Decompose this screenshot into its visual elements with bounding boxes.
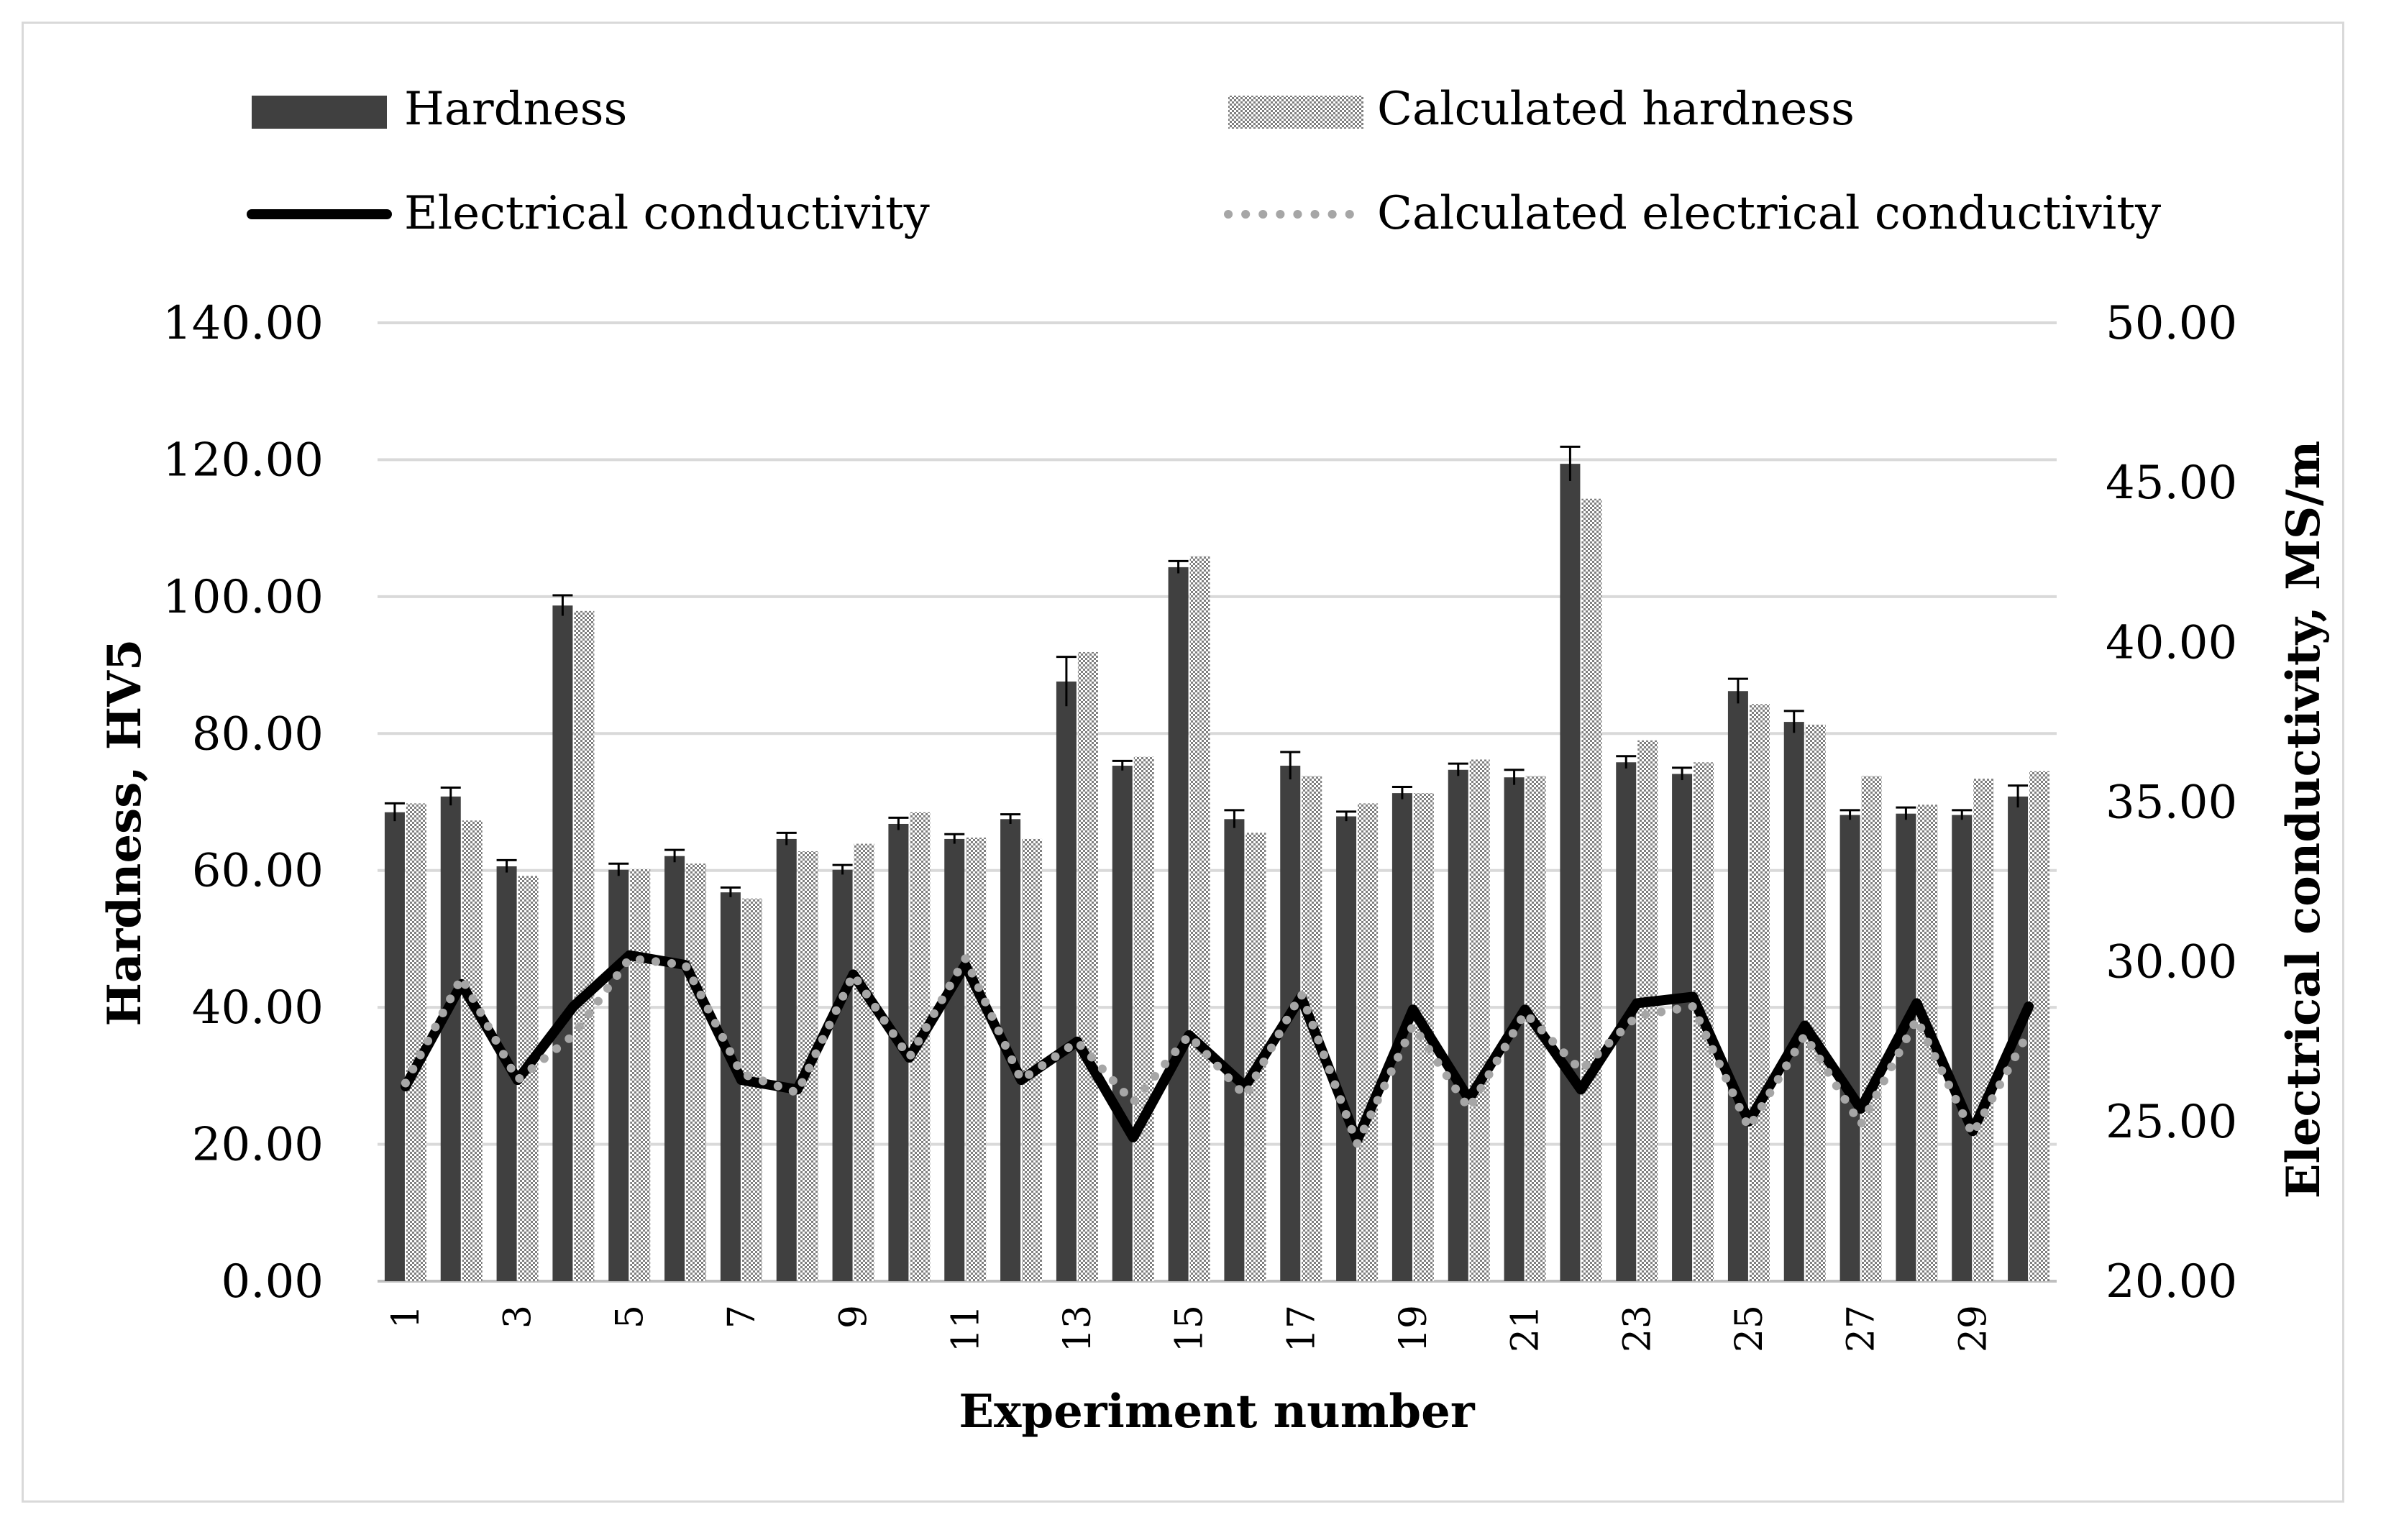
bars bbox=[384, 445, 2050, 1282]
legend: Hardness Calculated hardness Electrical … bbox=[247, 83, 2161, 240]
y-axis-title: Hardness, HV5 bbox=[98, 639, 152, 1027]
bar-hardness bbox=[1783, 722, 1804, 1281]
bar-calculated-hardness bbox=[1805, 724, 1826, 1281]
bar-hardness bbox=[664, 856, 685, 1281]
bar-calculated-hardness bbox=[686, 863, 707, 1281]
bar-calculated-hardness bbox=[630, 868, 651, 1281]
axis-labels: 0.0020.0040.0060.0080.00100.00120.00140.… bbox=[163, 297, 2237, 1352]
x-tick-label: 13 bbox=[1056, 1305, 1100, 1352]
legend-label-hardness: Hardness bbox=[404, 83, 627, 136]
bar-hardness bbox=[608, 869, 629, 1281]
lines bbox=[400, 949, 2034, 1155]
bar-hardness bbox=[1168, 567, 1189, 1281]
y2-axis-title: Electrical conductivity, MS/m bbox=[2277, 441, 2331, 1199]
bar-hardness bbox=[1839, 815, 1860, 1281]
legend-label-electrical-conductivity: Electrical conductivity bbox=[404, 187, 930, 240]
bar-hardness bbox=[832, 869, 853, 1281]
legend-label-calculated-hardness: Calculated hardness bbox=[1377, 83, 1855, 136]
bar-calculated-hardness bbox=[1133, 756, 1154, 1281]
y-tick-label: 60.00 bbox=[192, 845, 324, 898]
bar-calculated-hardness bbox=[2029, 771, 2050, 1281]
y2-tick-label: 25.00 bbox=[2106, 1096, 2237, 1149]
bar-hardness bbox=[1448, 769, 1468, 1281]
bar-hardness bbox=[1560, 464, 1581, 1282]
legend-label-calculated-electrical-conductivity: Calculated electrical conductivity bbox=[1377, 187, 2161, 240]
x-tick-label: 11 bbox=[944, 1305, 987, 1352]
x-tick-label: 15 bbox=[1169, 1305, 1212, 1352]
x-tick-label: 9 bbox=[833, 1305, 876, 1329]
bar-calculated-hardness bbox=[462, 820, 483, 1281]
y2-tick-label: 40.00 bbox=[2106, 616, 2237, 669]
bar-calculated-hardness bbox=[1861, 776, 1882, 1281]
bar-hardness bbox=[1952, 815, 1973, 1281]
bar-calculated-hardness bbox=[1469, 759, 1490, 1281]
legend-swatch-hardness bbox=[252, 96, 387, 129]
x-tick-label: 21 bbox=[1504, 1305, 1548, 1352]
y-tick-label: 120.00 bbox=[163, 434, 324, 487]
x-tick-label: 27 bbox=[1840, 1305, 1883, 1352]
bar-hardness bbox=[1672, 774, 1693, 1281]
bar-hardness bbox=[552, 605, 573, 1281]
x-tick-label: 25 bbox=[1728, 1305, 1771, 1352]
bar-hardness bbox=[776, 838, 797, 1281]
bar-calculated-hardness bbox=[854, 843, 874, 1281]
bar-calculated-hardness bbox=[406, 803, 426, 1281]
bar-calculated-hardness bbox=[1581, 498, 1602, 1282]
y-tick-label: 0.00 bbox=[221, 1255, 324, 1308]
x-tick-label: 17 bbox=[1280, 1305, 1323, 1352]
y2-tick-label: 50.00 bbox=[2106, 297, 2237, 350]
bar-calculated-hardness bbox=[574, 610, 595, 1281]
bar-calculated-hardness bbox=[966, 838, 987, 1281]
bar-hardness bbox=[384, 812, 405, 1281]
bar-calculated-hardness bbox=[1973, 779, 1994, 1281]
x-tick-label: 29 bbox=[1952, 1305, 1995, 1352]
bar-calculated-hardness bbox=[1189, 556, 1210, 1281]
chart-frame bbox=[22, 22, 2344, 1503]
x-tick-label: 19 bbox=[1392, 1305, 1435, 1352]
bar-hardness bbox=[440, 796, 461, 1281]
bar-hardness bbox=[1056, 681, 1077, 1281]
bar-calculated-hardness bbox=[1077, 651, 1098, 1281]
y2-tick-label: 20.00 bbox=[2106, 1255, 2237, 1308]
bar-hardness bbox=[1336, 816, 1357, 1281]
gridlines bbox=[378, 321, 2057, 1283]
bar-hardness bbox=[944, 838, 965, 1281]
y-tick-label: 20.00 bbox=[192, 1119, 324, 1172]
bar-calculated-hardness bbox=[741, 898, 762, 1281]
x-axis-title: Experiment number bbox=[959, 1385, 1476, 1439]
bar-hardness bbox=[720, 892, 741, 1281]
y-tick-label: 40.00 bbox=[192, 981, 324, 1035]
line-calculated-electrical-conductivity bbox=[401, 949, 2034, 1155]
bar-calculated-hardness bbox=[1749, 704, 1770, 1281]
bar-hardness bbox=[1224, 819, 1245, 1281]
y2-tick-label: 45.00 bbox=[2106, 457, 2237, 510]
x-tick-label: 3 bbox=[497, 1305, 540, 1329]
y2-tick-label: 30.00 bbox=[2106, 936, 2237, 989]
bar-hardness bbox=[1112, 766, 1133, 1281]
bar-calculated-hardness bbox=[1358, 803, 1379, 1281]
x-tick-label: 1 bbox=[385, 1305, 428, 1329]
y2-tick-label: 35.00 bbox=[2106, 776, 2237, 830]
x-tick-label: 5 bbox=[608, 1305, 652, 1329]
legend-swatch-calculated-hardness bbox=[1228, 96, 1363, 129]
y-tick-label: 80.00 bbox=[192, 707, 324, 761]
bar-calculated-hardness bbox=[1022, 838, 1043, 1281]
y-tick-label: 100.00 bbox=[163, 571, 324, 624]
x-tick-label: 23 bbox=[1616, 1305, 1659, 1352]
y-tick-label: 140.00 bbox=[163, 297, 324, 350]
x-tick-label: 7 bbox=[721, 1305, 764, 1329]
bar-hardness bbox=[1727, 691, 1748, 1281]
bar-hardness bbox=[1896, 813, 1916, 1281]
